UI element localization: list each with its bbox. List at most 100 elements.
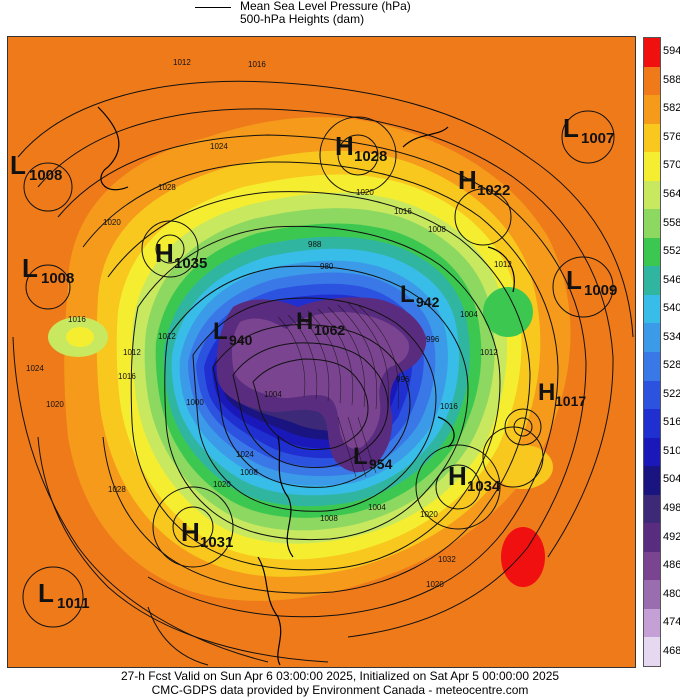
colorbar-step — [644, 266, 660, 296]
colorbar-step — [644, 437, 660, 467]
colorbar-level-label: 564 — [663, 188, 680, 200]
colorbar-step — [644, 409, 660, 439]
svg-text:1007: 1007 — [581, 130, 614, 147]
svg-text:1024: 1024 — [26, 364, 44, 373]
high-1062: H 1062 — [296, 308, 345, 338]
svg-text:980: 980 — [320, 262, 334, 271]
colorbar-step — [644, 580, 660, 610]
svg-text:1008: 1008 — [29, 167, 62, 184]
svg-text:1004: 1004 — [368, 503, 386, 512]
low-940: L 940 — [213, 318, 253, 348]
data-credit: CMC-GDPS data provided by Environment Ca… — [151, 683, 529, 697]
height-cell-570-e — [493, 445, 553, 489]
colorbar-step — [644, 237, 660, 267]
svg-text:1020: 1020 — [356, 188, 374, 197]
low-1009: L 1009 — [566, 265, 617, 299]
map-canvas: L 1008 L 1008 H 1035 H 1028 H 1022 L 1007 L 100… — [8, 37, 635, 667]
low-942: L 942 — [400, 281, 440, 310]
low-1007: L 1007 — [563, 113, 614, 147]
map-footer: 27-h Fcst Valid on Sun Apr 6 03:00:00 20… — [0, 669, 680, 697]
height-cell-570-w — [66, 327, 94, 347]
isobar-legend-line — [195, 7, 231, 8]
isobar-lines — [12, 80, 634, 666]
svg-text:1017: 1017 — [555, 393, 586, 409]
svg-text:1016: 1016 — [440, 402, 458, 411]
svg-text:1016: 1016 — [248, 60, 266, 69]
colorbar-step — [644, 66, 660, 96]
high-1022: H 1022 — [458, 165, 510, 199]
svg-text:1012: 1012 — [173, 58, 191, 67]
colorbar-step — [644, 494, 660, 524]
svg-text:1028: 1028 — [354, 148, 387, 165]
svg-text:H: H — [458, 165, 477, 195]
svg-text:1024: 1024 — [210, 142, 228, 151]
colorbar-step — [644, 95, 660, 125]
high-1028: H 1028 — [335, 131, 387, 165]
svg-text:L: L — [353, 443, 368, 470]
svg-text:1035: 1035 — [174, 255, 207, 272]
svg-text:L: L — [213, 318, 228, 345]
svg-text:1020: 1020 — [103, 218, 121, 227]
colorbar-level-label: 522 — [663, 387, 680, 400]
isobar-value-labels: 1012 1016 1024 1028 1020 1016 1008 1012 … — [26, 58, 512, 589]
height-cell-546-ne — [483, 287, 533, 337]
svg-text:1020: 1020 — [46, 400, 64, 409]
colorbar-step — [644, 152, 660, 182]
low-1008-w: L 1008 — [22, 253, 74, 287]
high-1035: H 1035 — [155, 238, 207, 272]
colorbar-step — [644, 608, 660, 638]
colorbar-level-label: 534 — [663, 330, 680, 343]
map-legend: Mean Sea Level Pressure (hPa) 500-hPa He… — [190, 0, 490, 32]
svg-text:H: H — [181, 517, 200, 547]
colorbar-level-label: 474 — [663, 616, 680, 629]
svg-text:1012: 1012 — [494, 260, 512, 269]
svg-text:1012: 1012 — [158, 332, 176, 341]
colorbar-step — [644, 294, 660, 324]
svg-text:H: H — [155, 238, 174, 268]
svg-text:1016: 1016 — [68, 315, 86, 324]
mslp-legend-label: Mean Sea Level Pressure (hPa) — [240, 0, 411, 13]
colorbar-level-label: 498 — [663, 502, 680, 514]
high-1031: H 1031 — [181, 517, 233, 551]
colorbar-level-label: 468 — [663, 644, 680, 657]
svg-text:1000: 1000 — [186, 398, 204, 407]
low-954: L 954 — [353, 443, 393, 472]
height-colorbar — [643, 37, 661, 667]
colorbar-level-label: 528 — [663, 359, 680, 372]
svg-text:L: L — [10, 150, 26, 180]
forecast-valid-time: 27-h Fcst Valid on Sun Apr 6 03:00:00 20… — [120, 669, 560, 683]
svg-text:L: L — [563, 113, 579, 143]
svg-text:H: H — [538, 379, 555, 406]
colorbar-level-label: 492 — [663, 530, 680, 543]
svg-text:1009: 1009 — [584, 282, 617, 299]
colorbar-level-label: 480 — [663, 587, 680, 600]
svg-text:942: 942 — [416, 294, 440, 310]
low-1008-nw: L 1008 — [10, 150, 62, 184]
heights-legend-label: 500-hPa Heights (dam) — [240, 12, 365, 26]
svg-text:1004: 1004 — [460, 310, 478, 319]
colorbar-level-label: 486 — [663, 559, 680, 572]
svg-text:1008: 1008 — [240, 468, 258, 477]
svg-text:1028: 1028 — [158, 183, 176, 192]
colorbar-labels: 594 588 582 576 570 564 558 552 546 540 534 528 522 5… — [663, 37, 680, 665]
svg-text:1016: 1016 — [118, 372, 136, 381]
svg-text:1020: 1020 — [426, 580, 444, 589]
svg-text:954: 954 — [369, 456, 393, 472]
colorbar-level-label: 576 — [663, 130, 680, 143]
high-1017: H 1017 — [538, 379, 586, 409]
colorbar-level-label: 594 — [663, 45, 680, 58]
colorbar-level-label: 570 — [663, 159, 680, 172]
svg-text:L: L — [566, 265, 582, 295]
svg-text:996: 996 — [396, 375, 410, 384]
colorbar-step — [644, 38, 660, 68]
svg-text:940: 940 — [229, 332, 253, 348]
colorbar-step — [644, 466, 660, 496]
colorbar-step — [644, 352, 660, 382]
colorbar-step — [644, 637, 660, 667]
svg-text:1004: 1004 — [264, 390, 282, 399]
svg-text:996: 996 — [426, 335, 440, 344]
colorbar-step — [644, 209, 660, 239]
svg-text:1008: 1008 — [41, 270, 74, 287]
svg-text:L: L — [400, 281, 415, 308]
svg-text:1016: 1016 — [394, 207, 412, 216]
